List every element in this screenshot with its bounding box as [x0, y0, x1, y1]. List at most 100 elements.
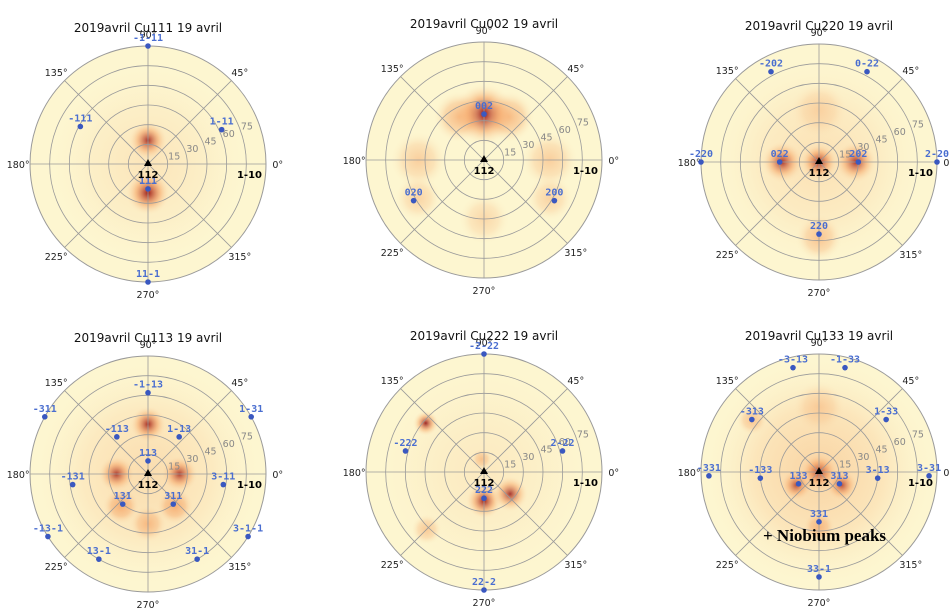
- peak-marker: [220, 481, 227, 488]
- peak-label: 020: [405, 188, 423, 199]
- angular-grid-line: [400, 388, 485, 473]
- peak-label: 1-11: [210, 117, 234, 128]
- angular-grid-line: [147, 473, 232, 558]
- angular-grid-line: [400, 471, 485, 556]
- peak-label: 3-13: [866, 465, 890, 476]
- peak-label: -133: [748, 465, 772, 476]
- radial-tick-label: 15: [168, 461, 180, 472]
- peak-label: 111: [139, 176, 157, 187]
- peak-marker: [874, 475, 881, 481]
- radial-tick-label: 15: [504, 459, 516, 470]
- peak-marker: [481, 495, 487, 502]
- angular-grid-line: [147, 163, 232, 248]
- angle-tick-label: 270°: [137, 600, 160, 608]
- angle-tick-label: 0°: [943, 158, 950, 169]
- panel-title: 2019avril Cu113 19 avril: [74, 331, 222, 345]
- angle-tick-label: 315°: [228, 562, 251, 573]
- angle-tick-label: 225°: [716, 560, 739, 571]
- peak-label: -2-22: [469, 341, 499, 352]
- peak-label: 200: [545, 188, 563, 199]
- radial-tick-label: 30: [522, 452, 534, 463]
- peak-marker: [114, 434, 120, 440]
- peak-label: 11-1: [136, 269, 160, 280]
- angular-grid-line: [483, 471, 568, 556]
- peak-marker: [170, 501, 177, 507]
- center-label: 112: [809, 168, 830, 179]
- intensity-spot: [482, 90, 536, 144]
- radial-tick-label: 15: [504, 147, 516, 158]
- right-direction-label: 1-10: [908, 168, 933, 179]
- radial-tick-label: 60: [223, 129, 235, 140]
- peak-marker: [145, 186, 151, 192]
- peak-label: 13-1: [87, 546, 111, 557]
- angular-grid-line: [735, 388, 820, 473]
- peak-marker: [218, 126, 225, 133]
- angular-grid-line: [64, 80, 149, 165]
- center-label: 112: [138, 480, 159, 491]
- angle-tick-label: 135°: [45, 378, 68, 389]
- angular-grid-line: [483, 159, 568, 244]
- peak-label: 22-2: [472, 577, 496, 588]
- peak-label: 311: [164, 491, 182, 502]
- peak-marker: [410, 197, 417, 204]
- angle-tick-label: 315°: [564, 560, 587, 571]
- center-marker: [480, 155, 488, 162]
- peak-label: 202: [849, 149, 867, 160]
- peak-marker: [145, 279, 151, 285]
- radial-tick-label: 75: [241, 431, 253, 442]
- peak-label: 1-31: [239, 404, 263, 415]
- peak-marker: [749, 416, 755, 423]
- angle-tick-label: 135°: [381, 64, 404, 75]
- panel-title: 2019avril Cu133 19 avril: [745, 329, 893, 343]
- peak-label: 313: [830, 471, 848, 482]
- radial-tick-label: 30: [857, 452, 869, 463]
- angle-tick-label: 315°: [899, 560, 922, 571]
- peak-marker: [69, 481, 76, 488]
- angle-tick-label: 225°: [45, 562, 68, 573]
- angle-tick-label: 0°: [272, 470, 283, 481]
- peak-label: 220: [810, 221, 828, 232]
- radial-tick-label: 45: [876, 444, 888, 455]
- peak-marker: [96, 556, 102, 562]
- right-direction-label: 1-10: [908, 478, 933, 489]
- peak-marker: [816, 231, 822, 237]
- radial-tick-label: 60: [894, 437, 906, 448]
- radial-tick-label: 30: [186, 144, 198, 155]
- angle-tick-label: 0°: [608, 468, 619, 479]
- peak-label: -13-1: [33, 524, 63, 535]
- center-marker: [815, 467, 823, 474]
- radial-tick-label: 75: [241, 121, 253, 132]
- right-direction-label: 1-10: [573, 478, 598, 489]
- peak-label: -331: [697, 463, 721, 474]
- angle-tick-label: 180°: [7, 470, 30, 481]
- panel-title: 2019avril Cu220 19 avril: [745, 19, 893, 33]
- angular-grid-line: [64, 473, 149, 558]
- angle-tick-label: 90°: [476, 338, 493, 349]
- panel-title: 2019avril Cu111 19 avril: [74, 21, 222, 35]
- angle-tick-label: 0°: [272, 160, 283, 171]
- peak-label: 1-13: [167, 424, 191, 435]
- radial-tick-label: 15: [839, 149, 851, 160]
- peak-marker: [926, 473, 932, 479]
- angle-tick-label: 270°: [137, 290, 160, 301]
- peak-label: -220: [689, 149, 713, 160]
- radial-tick-label: 15: [168, 151, 180, 162]
- radial-tick-label: 30: [857, 142, 869, 153]
- angle-tick-label: 45°: [902, 66, 919, 77]
- angle-tick-label: 180°: [678, 468, 701, 479]
- angle-tick-label: 45°: [231, 68, 248, 79]
- peak-label: 022: [771, 149, 789, 160]
- peak-marker: [119, 501, 126, 507]
- intensity-spot: [394, 174, 442, 222]
- peak-label: -111: [68, 113, 92, 124]
- center-label: 112: [809, 478, 830, 489]
- radial-tick-label: 60: [559, 437, 571, 448]
- radial-tick-label: 15: [839, 459, 851, 470]
- peak-marker: [864, 68, 870, 75]
- peak-label: 002: [475, 101, 493, 112]
- peak-label: 131: [114, 491, 132, 502]
- radial-tick-label: 45: [205, 446, 217, 457]
